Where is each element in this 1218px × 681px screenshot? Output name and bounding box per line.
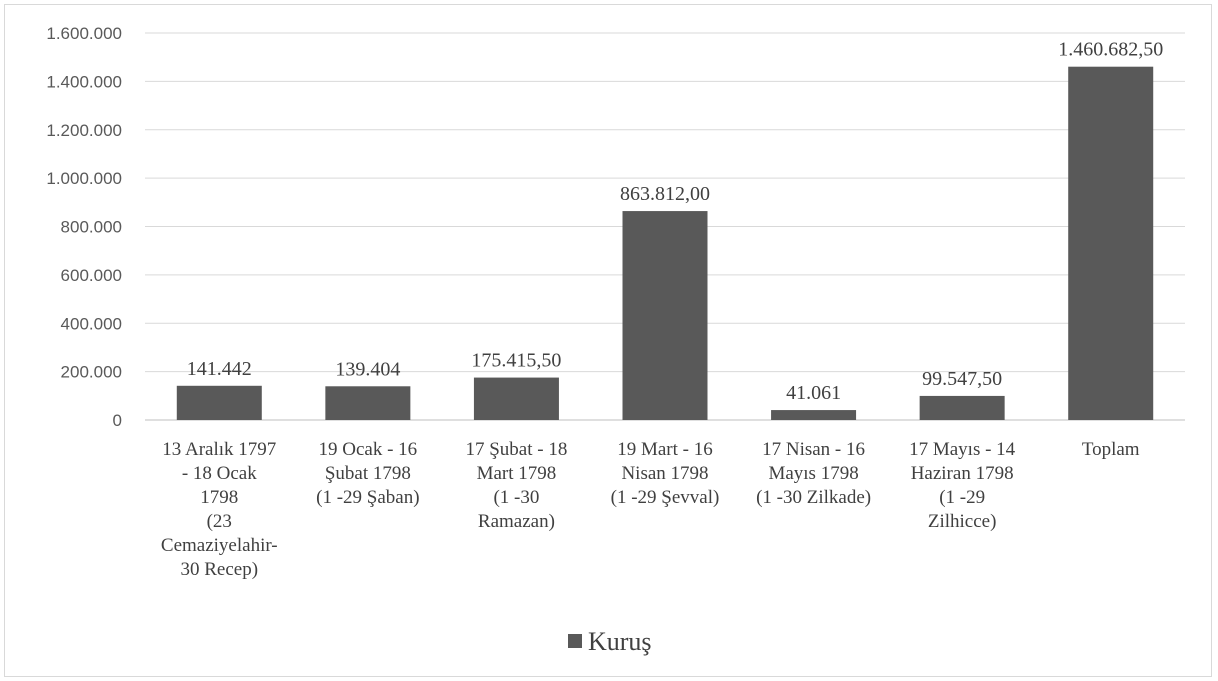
data-label: 141.442 xyxy=(187,358,252,380)
data-label: 41.061 xyxy=(786,382,841,404)
data-label: 139.404 xyxy=(335,358,400,380)
x-category-label: Toplam xyxy=(1082,439,1140,460)
y-tick-label: 0 xyxy=(113,411,122,430)
legend-label: Kuruş xyxy=(588,627,652,656)
y-tick-label: 600.000 xyxy=(61,266,122,285)
chart-frame xyxy=(4,4,1212,677)
legend-swatch xyxy=(568,634,582,648)
legend: Kuruş xyxy=(568,627,652,656)
data-label: 99.547,50 xyxy=(922,368,1002,390)
y-tick-label: 1.200.000 xyxy=(46,121,122,140)
x-axis-labels: 13 Aralık 1797- 18 Ocak 1798 (23 Cemaziyela… xyxy=(161,439,1140,580)
bar xyxy=(325,386,411,420)
x-category-label: 17 Şubat - 18 Mart 1798 (1 -30 Ramazan) xyxy=(465,439,567,532)
y-tick-label: 1.000.000 xyxy=(46,169,122,188)
y-tick-label: 400.000 xyxy=(61,314,122,333)
y-tick-label: 200.000 xyxy=(61,363,122,382)
y-tick-label: 1.400.000 xyxy=(46,72,122,91)
bar xyxy=(473,377,559,420)
y-axis-ticks: 0 200.000 400.000 600.000 800.000 1.000.000 1.… xyxy=(46,24,122,430)
x-category-label: 19 Ocak - 16 Şubat 1798 (1 -29 Şaban) xyxy=(316,439,419,508)
x-category-label: 13 Aralık 1797- 18 Ocak 1798 (23 Cemaziyela… xyxy=(161,439,278,580)
bar xyxy=(1068,66,1154,420)
x-category-label: 19 Mart - 16 Nisan 1798 (1 -29 Şevval) xyxy=(611,439,720,508)
bar xyxy=(919,395,1005,420)
data-label: 175.415,50 xyxy=(471,350,561,372)
gridlines xyxy=(145,32,1185,421)
y-tick-label: 1.600.000 xyxy=(46,24,122,43)
x-category-label: 17 Mayıs - 14 Haziran 1798 (1 -29 Zilhicce) xyxy=(909,439,1016,532)
x-category-label: 17 Nisan - 16 Mayıs 1798 (1 -30 Zilkade) xyxy=(756,439,871,508)
y-tick-label: 800.000 xyxy=(61,218,122,237)
bar xyxy=(622,211,708,420)
data-label: 863.812,00 xyxy=(620,183,710,205)
bar xyxy=(176,385,262,420)
bars xyxy=(176,66,1154,420)
data-labels: 141.442 139.404 175.415,50 863.812,00 41.061… xyxy=(187,39,1163,404)
bar xyxy=(771,410,857,420)
data-label: 1.460.682,50 xyxy=(1058,39,1163,61)
